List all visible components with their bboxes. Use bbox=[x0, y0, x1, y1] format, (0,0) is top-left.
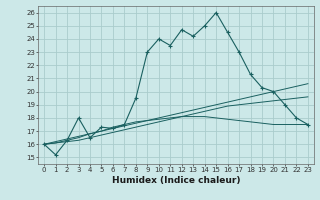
X-axis label: Humidex (Indice chaleur): Humidex (Indice chaleur) bbox=[112, 176, 240, 185]
